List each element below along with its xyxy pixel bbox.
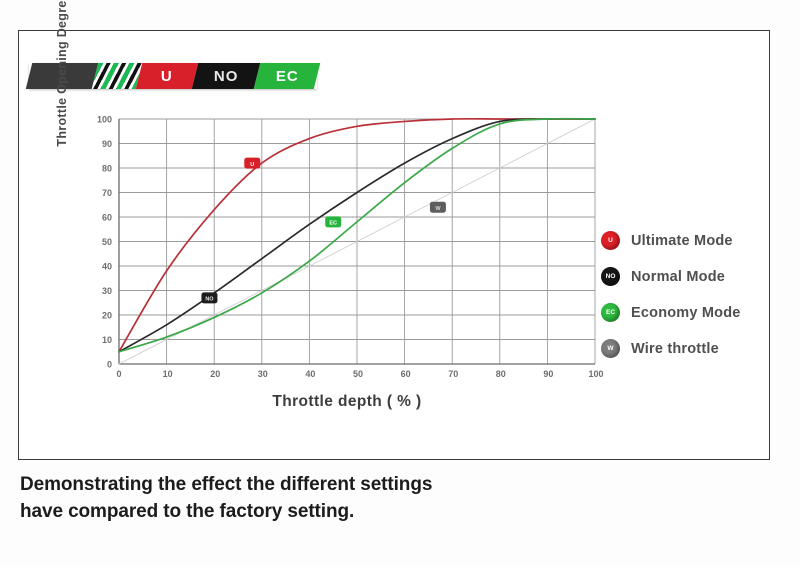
x-axis-tick-label: 10 [163, 369, 173, 379]
plot-area: Throttle Opening Degree ( % ) 0 10 20 30 40 5… [47, 0, 607, 421]
y-axis-tick-label: 20 [102, 311, 112, 321]
brand-banner: U NO EC [25, 63, 321, 89]
brand-segment-economy-label: EC [275, 67, 299, 85]
legend-marker-icon: U [601, 231, 620, 250]
data-point-badge-label: EC [329, 221, 337, 227]
data-point-badge-label: U [250, 162, 254, 168]
legend-item-label: Ultimate Mode [631, 232, 733, 249]
legend-item: NO Normal Mode [601, 267, 781, 286]
x-axis-tick-label: 40 [305, 369, 315, 379]
y-axis-tick-label: 10 [102, 335, 112, 345]
data-point-badge-box [325, 216, 342, 228]
y-axis-tick-label: 50 [102, 237, 112, 247]
x-axis-tick-label: 20 [210, 369, 220, 379]
data-point-badge: W [429, 201, 446, 213]
x-axis-tick-label: 60 [401, 369, 411, 379]
data-point-badge-label: NO [205, 297, 214, 303]
x-axis-tick-label: 0 [116, 369, 121, 379]
series-line-u [118, 117, 596, 353]
data-point-badge-label: W [435, 206, 441, 212]
data-point-badge: EC [325, 216, 342, 228]
brand-segment-ultimate: U [135, 63, 199, 89]
series-line-w [118, 118, 596, 365]
y-axis-tick-label: 100 [97, 115, 112, 125]
series-line-no [118, 117, 596, 353]
brand-segment-normal: NO [191, 63, 261, 89]
legend-item: U Ultimate Mode [601, 231, 781, 250]
x-axis-tick-label: 70 [448, 369, 458, 379]
caption-line-2: have compared to the factory setting. [20, 500, 355, 522]
legend-marker-icon: NO [601, 267, 620, 286]
figure-caption: Demonstrating the effect the different s… [20, 472, 432, 526]
y-axis-tick-label: 30 [102, 286, 112, 296]
y-axis-tick-label: 80 [102, 164, 112, 174]
legend-item: EC Economy Mode [601, 303, 781, 322]
chart-card: U NO EC Throttle Opening Degree ( % ) 0 1… [18, 0, 770, 460]
x-axis-tick-label: 100 [588, 369, 603, 379]
legend-item-label: Wire throttle [631, 340, 719, 357]
x-axis-tick-label: 30 [258, 369, 268, 379]
legend-item-label: Normal Mode [631, 268, 726, 285]
chart-legend: U Ultimate Mode NO Normal Mode EC Economy Mod… [601, 231, 781, 375]
brand-segment-stripes [91, 63, 143, 89]
brand-segment-ultimate-label: U [161, 67, 173, 85]
data-point-badge-box [201, 292, 218, 304]
y-axis-tick-label: 0 [107, 360, 112, 370]
x-axis-tick-label: 80 [496, 369, 506, 379]
legend-item-label: Economy Mode [631, 304, 741, 321]
x-axis-tick-label: 50 [353, 369, 363, 379]
x-axis-title: Throttle depth ( % ) [272, 393, 422, 410]
data-point-badge-box [429, 201, 446, 213]
data-point-badge: U [244, 157, 261, 169]
data-point-badge: NO [201, 292, 218, 304]
legend-item: W Wire throttle [601, 339, 781, 358]
y-axis-tick-label: 40 [102, 262, 112, 272]
data-point-badge-box [244, 157, 261, 169]
y-axis-tick-label: 70 [102, 188, 112, 198]
y-axis-tick-label: 60 [102, 213, 112, 223]
y-axis-tick-label: 90 [102, 139, 112, 149]
brand-segment-economy: EC [253, 63, 321, 89]
caption-line-1: Demonstrating the effect the different s… [20, 474, 433, 495]
series-line-ec [118, 117, 596, 353]
legend-marker-icon: W [601, 339, 620, 358]
legend-marker-icon: EC [601, 303, 620, 322]
line-chart-svg: 0 10 20 30 40 50 60 70 80 90 100 0 10 20 30 40 50 60 70 80 9… [97, 115, 604, 380]
y-axis-title: Throttle Opening Degree ( % ) [55, 0, 69, 147]
brand-segment-normal-label: NO [213, 67, 239, 85]
x-axis-tick-label: 90 [543, 369, 553, 379]
